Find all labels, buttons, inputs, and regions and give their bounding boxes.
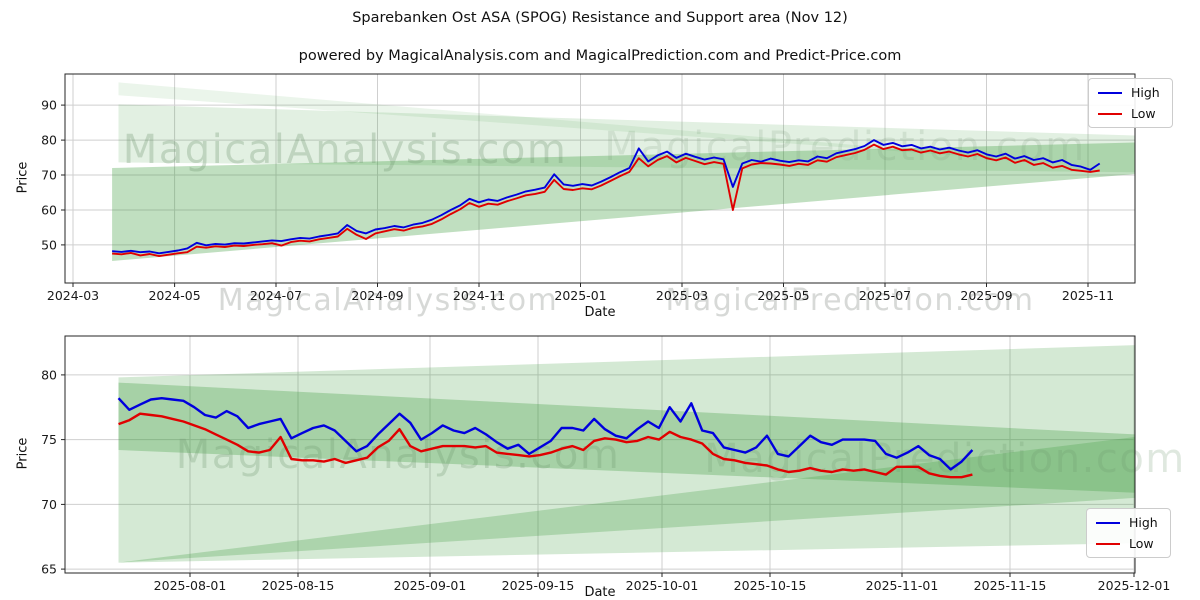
tick-label-x: 2025-09 bbox=[960, 288, 1012, 303]
tick-label-y: 90 bbox=[41, 98, 57, 113]
watermark-text: MagicalPrediction.com bbox=[666, 283, 1035, 318]
legend-label-high: High bbox=[1131, 85, 1160, 100]
support-area-band bbox=[112, 142, 1136, 261]
legend-label-low: Low bbox=[1131, 106, 1156, 121]
tick-label-y: 80 bbox=[41, 367, 57, 382]
support-wedge-band bbox=[118, 437, 1135, 563]
plot-frame bbox=[64, 73, 1136, 284]
legend-entry-high: High bbox=[1098, 85, 1160, 100]
tick-label-y: 60 bbox=[41, 203, 57, 218]
legend-label-low: Low bbox=[1129, 536, 1154, 551]
tick-label-x: 2025-08-01 bbox=[154, 578, 227, 593]
high-line bbox=[112, 139, 1101, 255]
tick-label-x: 2025-08-15 bbox=[262, 578, 335, 593]
low-line bbox=[112, 143, 1100, 258]
resistance-sliver-band bbox=[118, 82, 1093, 166]
legend-bottom: High Low bbox=[1086, 508, 1171, 558]
plot-frame bbox=[64, 335, 1136, 574]
tick-label-x: 2025-09-01 bbox=[394, 578, 467, 593]
watermark-text: MagicalPrediction.com bbox=[704, 436, 1186, 482]
tick-label-x: 2025-10-15 bbox=[734, 578, 807, 593]
legend-entry-high: High bbox=[1096, 515, 1158, 530]
watermark-text: MagicalAnalysis.com bbox=[218, 283, 559, 318]
tick-label-y: 50 bbox=[41, 237, 57, 252]
low-line-swatch bbox=[1096, 542, 1120, 545]
y-axis-label-top: Price bbox=[15, 161, 31, 194]
tick-label-x: 2024-11 bbox=[453, 288, 505, 303]
tick-label-x: 2025-05 bbox=[757, 288, 809, 303]
chart-subtitle: powered by MagicalAnalysis.com and Magic… bbox=[298, 48, 902, 64]
legend-entry-low: Low bbox=[1098, 106, 1160, 121]
tick-label-x: 2025-09-15 bbox=[502, 578, 575, 593]
tick-label-y: 70 bbox=[41, 497, 57, 512]
y-axis-label-bottom: Price bbox=[15, 437, 31, 470]
high-line bbox=[117, 397, 974, 471]
tick-label-y: 75 bbox=[41, 432, 57, 447]
tick-label-x: 2024-09 bbox=[351, 288, 403, 303]
watermark-text: MagicalAnalysis.com bbox=[123, 127, 568, 173]
tick-label-x: 2025-07 bbox=[859, 288, 911, 303]
legend-entry-low: Low bbox=[1096, 536, 1158, 551]
outer-area-band bbox=[118, 345, 1135, 563]
watermark-text: MagicalPrediction.com bbox=[604, 124, 1086, 170]
tick-label-x: 2024-05 bbox=[148, 288, 200, 303]
tick-label-x: 2025-10-01 bbox=[626, 578, 699, 593]
x-axis-label-top: Date bbox=[584, 305, 616, 320]
tick-label-x: 2025-12-01 bbox=[1098, 578, 1171, 593]
low-line bbox=[118, 412, 973, 479]
tick-label-x: 2024-07 bbox=[250, 288, 302, 303]
x-axis-label-bottom: Date bbox=[584, 585, 616, 600]
chart-title: Sparebanken Ost ASA (SPOG) Resistance an… bbox=[352, 10, 848, 26]
tick-label-x: 2024-03 bbox=[47, 288, 99, 303]
tick-label-y: 80 bbox=[41, 133, 57, 148]
low-line-swatch bbox=[1098, 112, 1122, 115]
tick-label-x: 2025-11-01 bbox=[866, 578, 939, 593]
high-line-swatch bbox=[1096, 521, 1120, 524]
tick-label-x: 2025-11 bbox=[1062, 288, 1114, 303]
resistance-area-band bbox=[118, 104, 1135, 173]
legend-top: High Low bbox=[1088, 78, 1173, 128]
tick-label-x: 2025-01 bbox=[554, 288, 606, 303]
legend-label-high: High bbox=[1129, 515, 1158, 530]
tick-label-y: 70 bbox=[41, 168, 57, 183]
high-line-swatch bbox=[1098, 91, 1122, 94]
tick-label-x: 2025-11-15 bbox=[974, 578, 1047, 593]
tick-label-y: 65 bbox=[41, 562, 57, 577]
tick-label-x: 2025-03 bbox=[656, 288, 708, 303]
